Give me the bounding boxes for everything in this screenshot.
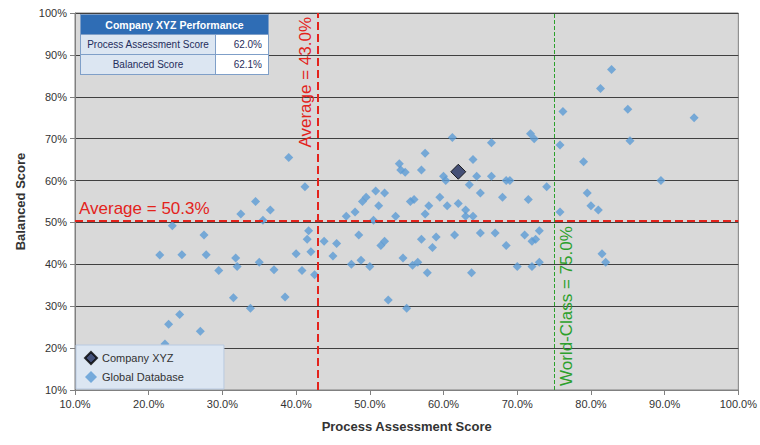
svg-text:20.0%: 20.0% [133, 398, 164, 410]
svg-text:40%: 40% [45, 258, 67, 270]
svg-text:50.0%: 50.0% [354, 398, 385, 410]
html-text:62.1%: 62.1% [233, 59, 262, 70]
svg-text:Average = 50.3%: Average = 50.3% [79, 199, 210, 218]
svg-text:80%: 80% [45, 91, 67, 103]
svg-text:70.0%: 70.0% [502, 398, 533, 410]
svg-text:Balanced Score: Balanced Score [13, 153, 28, 251]
svg-text:Process Assessment Score: Process Assessment Score [322, 419, 492, 434]
svg-text:90.0%: 90.0% [649, 398, 680, 410]
html-text:Company XYZ Performance: Company XYZ Performance [105, 18, 244, 31]
html-text:Balanced Score: Balanced Score [112, 59, 184, 70]
svg-text:50%: 50% [45, 216, 67, 228]
svg-text:10%: 10% [45, 384, 67, 396]
svg-text:Company XYZ: Company XYZ [102, 352, 174, 364]
svg-text:90%: 90% [45, 49, 67, 61]
svg-text:Global Database: Global Database [102, 371, 184, 383]
svg-text:60.0%: 60.0% [428, 398, 459, 410]
svg-text:80.0%: 80.0% [575, 398, 606, 410]
svg-text:100.0%: 100.0% [720, 398, 758, 410]
svg-text:60%: 60% [45, 175, 67, 187]
svg-text:10.0%: 10.0% [59, 398, 90, 410]
svg-text:40.0%: 40.0% [281, 398, 312, 410]
svg-text:30%: 30% [45, 300, 67, 312]
svg-text:100%: 100% [39, 7, 67, 19]
html-text:Process Assessment Score: Process Assessment Score [87, 39, 209, 50]
svg-text:Average = 43.0%: Average = 43.0% [296, 17, 315, 148]
svg-text:70%: 70% [45, 133, 67, 145]
svg-text:20%: 20% [45, 342, 67, 354]
svg-text:World-Class = 75.0%: World-Class = 75.0% [557, 226, 576, 386]
html-text:62.0%: 62.0% [233, 39, 262, 50]
svg-text:30.0%: 30.0% [207, 398, 238, 410]
